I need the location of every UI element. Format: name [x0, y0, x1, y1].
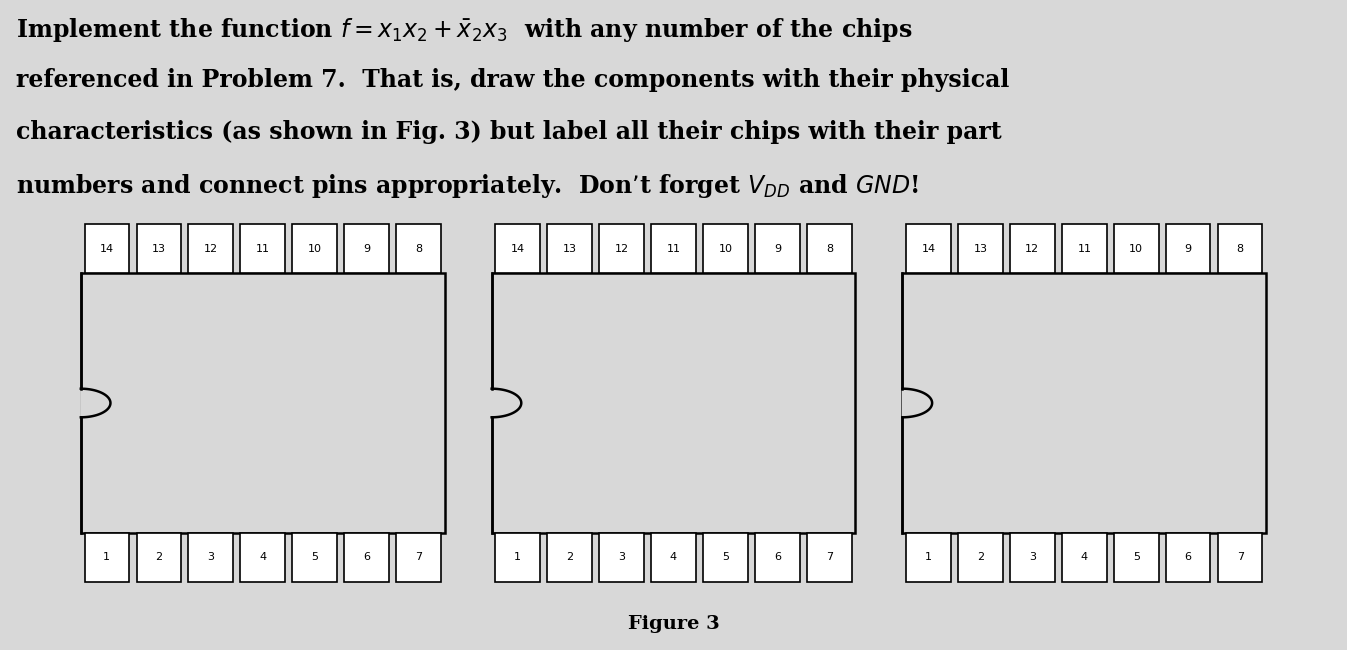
- Text: 6: 6: [364, 552, 370, 562]
- Text: 7: 7: [826, 552, 832, 562]
- Bar: [292, 533, 337, 582]
- Text: 12: 12: [203, 244, 218, 254]
- Text: 3: 3: [1029, 552, 1036, 562]
- Text: 2: 2: [155, 552, 163, 562]
- Text: 14: 14: [511, 244, 525, 254]
- Bar: [547, 224, 591, 273]
- Bar: [345, 224, 389, 273]
- Bar: [1114, 533, 1158, 582]
- Bar: [907, 224, 951, 273]
- Text: 5: 5: [722, 552, 729, 562]
- Text: 10: 10: [718, 244, 733, 254]
- Text: 11: 11: [667, 244, 680, 254]
- Bar: [1167, 224, 1211, 273]
- Text: 12: 12: [614, 244, 629, 254]
- Text: 6: 6: [775, 552, 781, 562]
- Bar: [703, 224, 748, 273]
- Text: 13: 13: [563, 244, 577, 254]
- Bar: [396, 224, 440, 273]
- Bar: [599, 224, 644, 273]
- Bar: [703, 533, 748, 582]
- Bar: [756, 533, 800, 582]
- Text: 9: 9: [1184, 244, 1192, 254]
- Text: 14: 14: [921, 244, 936, 254]
- Text: 3: 3: [618, 552, 625, 562]
- Bar: [492, 273, 855, 533]
- Text: 9: 9: [773, 244, 781, 254]
- Bar: [240, 224, 284, 273]
- Polygon shape: [81, 389, 110, 417]
- Bar: [599, 533, 644, 582]
- Bar: [345, 533, 389, 582]
- Text: 6: 6: [1185, 552, 1192, 562]
- Text: 1: 1: [515, 552, 521, 562]
- Bar: [902, 273, 1266, 533]
- Text: Implement the function $f = x_1x_2 + \bar{x}_2x_3$  with any number of the chips: Implement the function $f = x_1x_2 + \ba…: [16, 16, 913, 44]
- Text: 2: 2: [566, 552, 574, 562]
- Bar: [240, 533, 284, 582]
- Text: Figure 3: Figure 3: [628, 615, 719, 633]
- Text: 10: 10: [1129, 244, 1144, 254]
- Bar: [1010, 224, 1055, 273]
- Bar: [81, 273, 445, 533]
- Text: 10: 10: [307, 244, 322, 254]
- Text: 13: 13: [152, 244, 166, 254]
- Polygon shape: [492, 389, 521, 417]
- Bar: [807, 224, 851, 273]
- Bar: [496, 224, 540, 273]
- Bar: [652, 224, 695, 273]
- Text: 13: 13: [974, 244, 987, 254]
- Bar: [652, 533, 695, 582]
- Text: 8: 8: [826, 244, 832, 254]
- Bar: [1010, 533, 1055, 582]
- Text: 3: 3: [207, 552, 214, 562]
- Text: characteristics (as shown in Fig. 3) but label all their chips with their part: characteristics (as shown in Fig. 3) but…: [16, 120, 1002, 144]
- Bar: [292, 224, 337, 273]
- Bar: [189, 224, 233, 273]
- Bar: [496, 533, 540, 582]
- Text: referenced in Problem 7.  That is, draw the components with their physical: referenced in Problem 7. That is, draw t…: [16, 68, 1009, 92]
- Bar: [907, 533, 951, 582]
- Text: 7: 7: [1237, 552, 1243, 562]
- Text: 11: 11: [256, 244, 269, 254]
- Text: 14: 14: [100, 244, 114, 254]
- Bar: [1061, 533, 1107, 582]
- Bar: [396, 533, 440, 582]
- Bar: [1061, 224, 1107, 273]
- Bar: [1218, 533, 1262, 582]
- Text: 1: 1: [925, 552, 932, 562]
- Text: 5: 5: [1133, 552, 1140, 562]
- Text: 7: 7: [415, 552, 422, 562]
- Text: 4: 4: [669, 552, 678, 562]
- Bar: [1167, 533, 1211, 582]
- Text: 1: 1: [104, 552, 110, 562]
- Bar: [1218, 224, 1262, 273]
- Text: 9: 9: [362, 244, 370, 254]
- Bar: [85, 533, 129, 582]
- Text: numbers and connect pins appropriately.  Don’t forget $V_{DD}$ and $GND$!: numbers and connect pins appropriately. …: [16, 172, 919, 200]
- Bar: [547, 533, 591, 582]
- Bar: [85, 224, 129, 273]
- Bar: [958, 533, 1002, 582]
- Text: 8: 8: [1237, 244, 1243, 254]
- Text: 8: 8: [415, 244, 422, 254]
- Bar: [136, 224, 180, 273]
- Bar: [1114, 224, 1158, 273]
- Bar: [189, 533, 233, 582]
- Text: 2: 2: [977, 552, 985, 562]
- Bar: [958, 224, 1002, 273]
- Text: 4: 4: [1080, 552, 1088, 562]
- Bar: [807, 533, 851, 582]
- Text: 11: 11: [1078, 244, 1091, 254]
- Bar: [136, 533, 180, 582]
- Text: 12: 12: [1025, 244, 1040, 254]
- Text: 4: 4: [259, 552, 267, 562]
- Bar: [756, 224, 800, 273]
- Text: 5: 5: [311, 552, 318, 562]
- Polygon shape: [902, 389, 932, 417]
